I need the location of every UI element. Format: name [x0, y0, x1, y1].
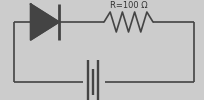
Text: R=100 Ω: R=100 Ω [110, 1, 147, 10]
Polygon shape [31, 4, 59, 40]
